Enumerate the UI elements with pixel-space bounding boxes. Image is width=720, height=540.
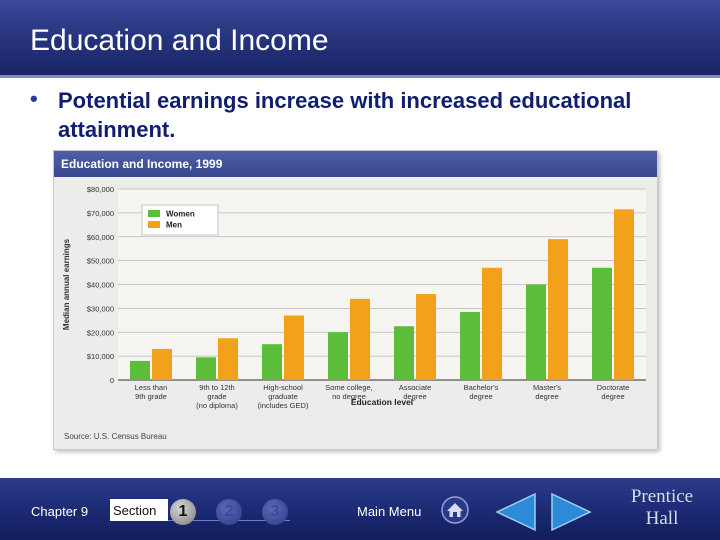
bar-women	[196, 357, 216, 380]
legend-label-men: Men	[166, 221, 182, 230]
x-tick-label: Less than	[135, 383, 168, 392]
bar-women	[328, 332, 348, 380]
bar-men	[152, 348, 172, 380]
arrow-right-icon[interactable]	[548, 492, 594, 532]
bar-women	[130, 360, 150, 380]
y-tick-label: $30,000	[87, 304, 114, 313]
chart-figure: Education and Income, 1999 0 $10,000 $20,0…	[53, 150, 658, 450]
bar-men	[614, 209, 634, 380]
home-icon[interactable]	[441, 496, 469, 524]
section-1-button[interactable]: 1	[170, 499, 196, 525]
bar-men	[482, 267, 502, 380]
section-navigator: Section 1 2 3	[110, 499, 298, 525]
chapter-label[interactable]: Chapter 9	[31, 504, 89, 519]
legend-swatch-women	[148, 210, 160, 217]
bottom-navigation-bar: Chapter 9 Section 1 2 3 Main Menu Prenti…	[0, 478, 720, 540]
section-2-button[interactable]: 2	[216, 499, 242, 525]
x-tick-label: 9th grade	[135, 392, 167, 401]
legend-box	[141, 204, 219, 236]
bar-men	[284, 315, 304, 380]
publisher-line-2: Hall	[645, 508, 679, 529]
section-3-button[interactable]: 3	[262, 499, 288, 525]
x-tick-label: Bachelor's	[464, 383, 499, 392]
publisher-logo: Prentice Hall	[612, 486, 712, 534]
bar-women	[592, 267, 612, 380]
x-tick-label: High-school	[263, 383, 303, 392]
y-tick-label: $40,000	[87, 281, 114, 290]
bullet-text: Potential earnings increase with increas…	[58, 88, 632, 142]
y-tick-label: $20,000	[87, 328, 114, 337]
bar-women	[526, 284, 546, 380]
title-bar: Education and Income	[0, 0, 720, 78]
bar-men	[416, 294, 436, 380]
bullet-dot: •	[30, 86, 38, 111]
x-tick-label: degree	[601, 392, 624, 401]
x-tick-label: Doctorate	[597, 383, 630, 392]
main-menu-link[interactable]: Main Menu	[357, 504, 422, 519]
x-tick-label: degree	[469, 392, 492, 401]
x-tick-label: Master's	[533, 383, 561, 392]
bar-women	[460, 311, 480, 380]
section-label: Section	[110, 499, 168, 521]
slide-title: Education and Income	[30, 24, 329, 57]
y-tick-label: $50,000	[87, 257, 114, 266]
x-tick-label: Some college,	[325, 383, 373, 392]
chart-source: Source: U.S. Census Bureau	[64, 432, 167, 441]
y-tick-label: 0	[110, 376, 114, 385]
legend-label-women: Women	[166, 210, 195, 219]
x-tick-label: no degree	[332, 392, 366, 401]
x-tick-label: degree	[403, 392, 426, 401]
figure-header: Education and Income, 1999	[54, 151, 657, 177]
publisher-line-1: Prentice	[630, 486, 694, 507]
x-axis-label: Education level	[351, 397, 413, 407]
y-tick-label: $60,000	[87, 233, 114, 242]
x-tick-label: degree	[535, 392, 558, 401]
y-tick-label: $80,000	[87, 185, 114, 194]
x-tick-label: Associate	[399, 383, 432, 392]
chart-title: Education and Income, 1999	[61, 157, 223, 171]
x-tick-label: grade	[207, 392, 226, 401]
x-tick-label: (no diploma)	[196, 401, 238, 410]
bar-men	[548, 239, 568, 380]
bar-men	[350, 298, 370, 380]
x-tick-label: 9th to 12th	[199, 383, 234, 392]
bar-men	[218, 338, 238, 380]
bar-women	[262, 344, 282, 380]
y-tick-label: $70,000	[87, 209, 114, 218]
x-tick-label: (includes GED)	[258, 401, 309, 410]
y-axis-label: Median annual earnings	[62, 238, 71, 330]
y-tick-label: $10,000	[87, 352, 114, 361]
x-tick-label: graduate	[268, 392, 298, 401]
legend-swatch-men	[148, 221, 160, 228]
arrow-left-icon[interactable]	[493, 492, 539, 532]
bar-women	[394, 326, 414, 380]
bar-chart: 0 $10,000 $20,000 $30,000 $40,000 $50,000 $60,…	[62, 185, 646, 410]
